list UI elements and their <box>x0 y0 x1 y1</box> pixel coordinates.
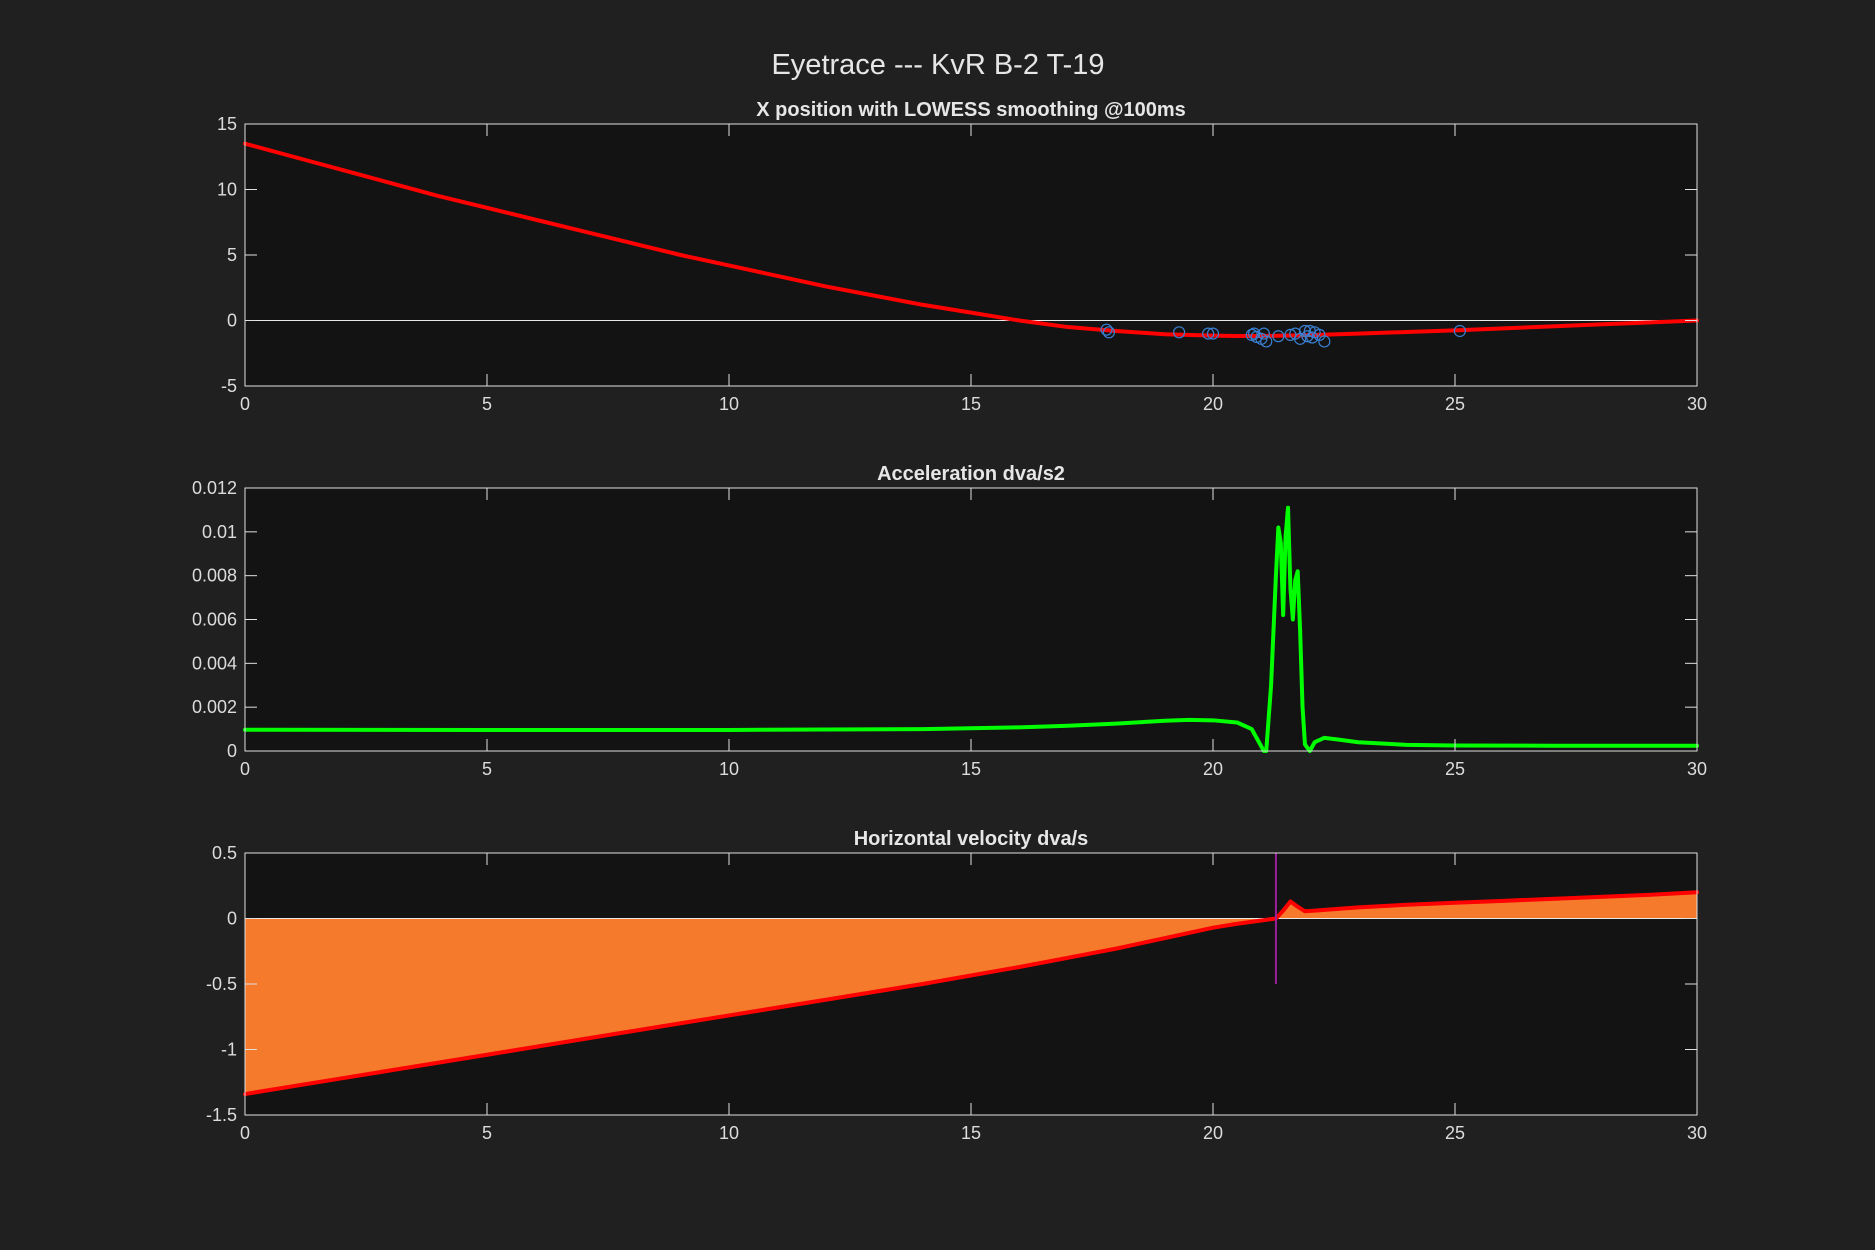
y-tick-label: 0.5 <box>212 843 237 863</box>
y-tick-label: -1.5 <box>206 1105 237 1125</box>
x-tick-label: 25 <box>1445 1123 1465 1143</box>
subplot-3: 0 5 10 15 20 25 30 -1.5 -1 -0.5 0 0.5 Horizontal vel… <box>206 828 1707 1143</box>
x-tick-label: 5 <box>482 1123 492 1143</box>
subplot-title: X position with LOWESS smoothing @100ms <box>756 99 1186 121</box>
y-tick-label: -1 <box>221 1040 237 1060</box>
x-tick-label: 30 <box>1687 1123 1707 1143</box>
scatter-point <box>1100 323 1113 336</box>
x-tick-label: 10 <box>719 394 739 414</box>
subplot-title: Acceleration dva/s2 <box>877 463 1065 485</box>
x-tick-label: 10 <box>719 759 739 779</box>
y-tick-label: 0.008 <box>192 566 237 586</box>
scatter-point <box>1102 326 1116 339</box>
scatter-point <box>1318 335 1331 348</box>
plot-area <box>245 124 1697 386</box>
y-tick-label: 0 <box>227 741 237 761</box>
y-tick-label: 10 <box>217 180 237 200</box>
scatter-point <box>1202 327 1215 340</box>
x-tick-label: 15 <box>961 1123 981 1143</box>
y-tick-label: 0.002 <box>192 697 237 717</box>
series-line-1 <box>243 141 1699 338</box>
y-tick-label: 15 <box>217 114 237 134</box>
y-tick-label: 0.012 <box>192 478 237 498</box>
x-tick-label: 0 <box>240 1123 250 1143</box>
scatter-point <box>1272 330 1285 343</box>
x-tick-label: 0 <box>240 394 250 414</box>
figure-title: Eyetrace --- KvR B-2 T-19 <box>771 49 1104 81</box>
scatter-point <box>1453 324 1466 338</box>
x-tick-label: 20 <box>1203 394 1223 414</box>
x-tick-label: 15 <box>961 394 981 414</box>
scatter-point <box>1257 327 1270 340</box>
x-tick-label: 15 <box>961 759 981 779</box>
scatter-point <box>1260 335 1273 348</box>
y-tick-label: -5 <box>221 376 237 396</box>
y-tick-label: 0 <box>227 311 237 331</box>
x-tick-label: 5 <box>482 394 492 414</box>
x-tick-label: 30 <box>1687 759 1707 779</box>
x-tick-label: 0 <box>240 759 250 779</box>
x-tick-label: 10 <box>719 1123 739 1143</box>
y-tick-label: 0.004 <box>192 653 237 673</box>
x-tick-label: 5 <box>482 759 492 779</box>
scatter-point <box>1173 326 1186 339</box>
x-tick-label: 25 <box>1445 759 1465 779</box>
y-tick-label: -0.5 <box>206 974 237 994</box>
series-line-1 <box>243 890 1699 1097</box>
y-tick-label: 0.01 <box>202 522 237 542</box>
velocity-area-fill <box>245 892 1697 1095</box>
x-tick-label: 20 <box>1203 1123 1223 1143</box>
subplot-title: Horizontal velocity dva/s <box>854 828 1089 850</box>
y-tick-label: 0.006 <box>192 610 237 630</box>
y-tick-label: 0 <box>227 909 237 929</box>
plot-area <box>245 488 1697 751</box>
x-tick-label: 25 <box>1445 394 1465 414</box>
y-tick-label: 5 <box>227 245 237 265</box>
x-tick-label: 20 <box>1203 759 1223 779</box>
scatter-point <box>1206 327 1220 340</box>
subplot-2: 0 5 10 15 20 25 30 0 0.002 0.004 0.006 0.008 0.01 0.0… <box>192 463 1707 779</box>
x-tick-label: 30 <box>1687 394 1707 414</box>
series-line-1 <box>243 505 1699 753</box>
